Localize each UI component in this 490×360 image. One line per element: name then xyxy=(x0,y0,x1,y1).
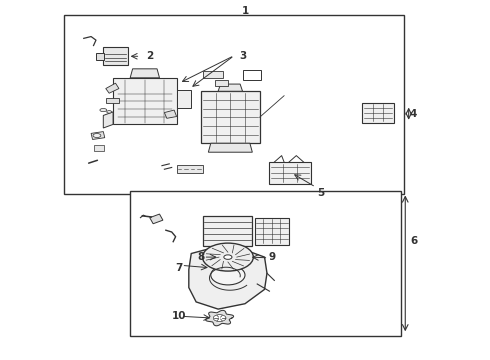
FancyBboxPatch shape xyxy=(362,103,394,123)
FancyBboxPatch shape xyxy=(203,216,252,246)
Polygon shape xyxy=(206,310,234,326)
Ellipse shape xyxy=(107,111,112,113)
Polygon shape xyxy=(213,315,226,321)
FancyBboxPatch shape xyxy=(255,218,289,244)
Text: 9: 9 xyxy=(269,252,275,262)
Ellipse shape xyxy=(100,108,107,112)
Text: 3: 3 xyxy=(239,51,246,61)
Text: 10: 10 xyxy=(172,311,186,321)
Ellipse shape xyxy=(93,134,101,138)
Ellipse shape xyxy=(202,243,253,271)
FancyBboxPatch shape xyxy=(106,98,120,103)
Bar xyxy=(64,15,404,194)
Text: 7: 7 xyxy=(175,263,183,273)
Ellipse shape xyxy=(224,255,232,259)
Polygon shape xyxy=(130,69,159,78)
FancyBboxPatch shape xyxy=(176,165,203,173)
Text: 2: 2 xyxy=(146,51,153,61)
FancyBboxPatch shape xyxy=(176,90,191,108)
Polygon shape xyxy=(106,83,119,93)
FancyBboxPatch shape xyxy=(215,80,228,86)
Polygon shape xyxy=(189,246,267,309)
FancyBboxPatch shape xyxy=(96,53,104,60)
Polygon shape xyxy=(91,132,105,139)
Polygon shape xyxy=(150,214,163,224)
FancyBboxPatch shape xyxy=(243,69,261,80)
Ellipse shape xyxy=(211,265,245,285)
Polygon shape xyxy=(208,143,252,152)
Text: 4: 4 xyxy=(410,109,417,119)
FancyBboxPatch shape xyxy=(270,162,311,184)
Text: 8: 8 xyxy=(197,252,205,262)
Polygon shape xyxy=(218,84,243,91)
FancyBboxPatch shape xyxy=(103,47,128,65)
Bar xyxy=(130,191,401,336)
Polygon shape xyxy=(164,110,176,118)
Text: 5: 5 xyxy=(317,188,324,198)
Polygon shape xyxy=(103,112,113,128)
FancyBboxPatch shape xyxy=(94,145,104,150)
FancyBboxPatch shape xyxy=(113,78,176,125)
Text: 1: 1 xyxy=(242,6,248,16)
Text: 6: 6 xyxy=(410,236,417,246)
FancyBboxPatch shape xyxy=(201,91,260,143)
FancyBboxPatch shape xyxy=(203,71,223,78)
